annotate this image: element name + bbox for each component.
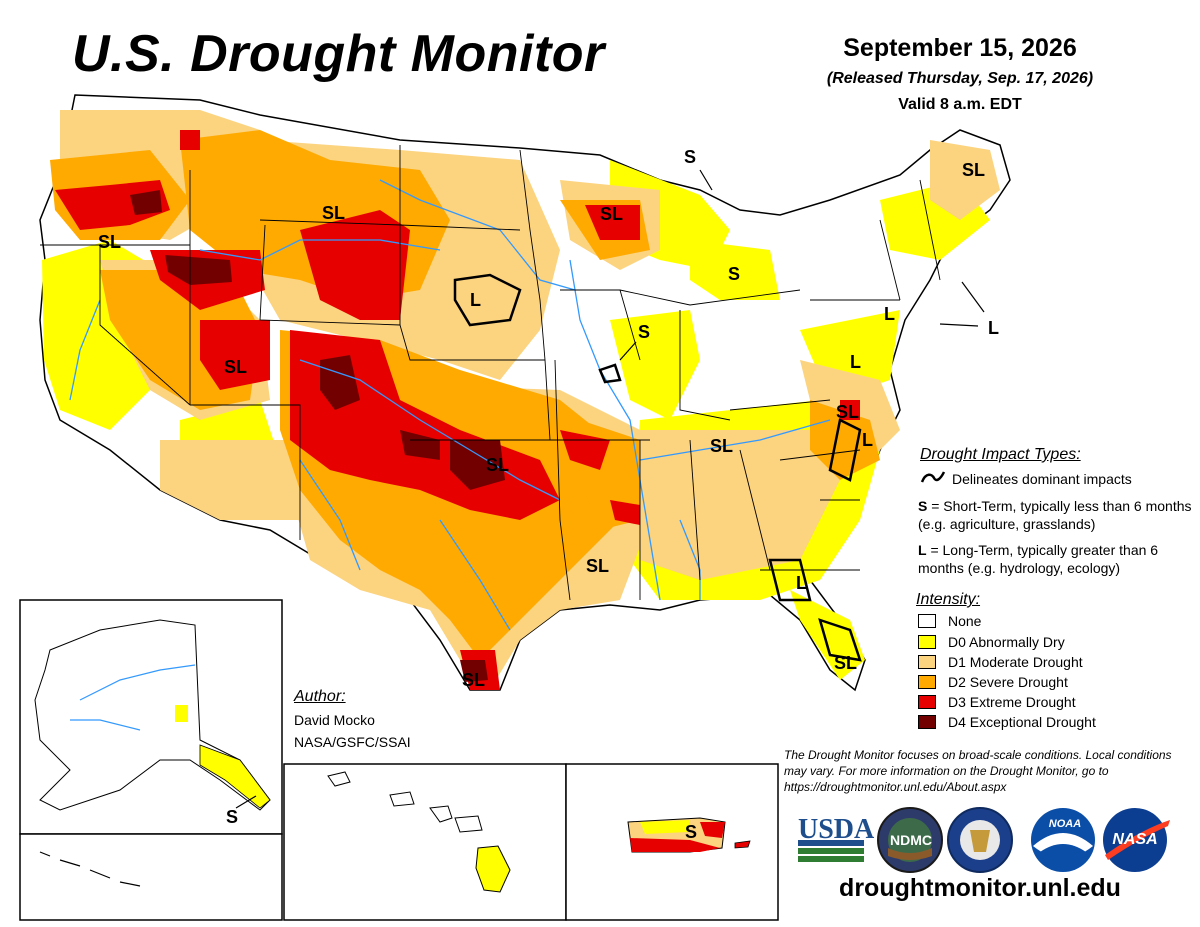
map-label: L <box>884 304 895 324</box>
map-label: S <box>638 322 650 342</box>
legend-label: D2 Severe Drought <box>948 674 1068 690</box>
pr-d3-east <box>700 822 725 838</box>
map-title: U.S. Drought Monitor <box>72 25 605 83</box>
map-label: L <box>862 430 873 450</box>
impact-s-key: S <box>918 498 928 514</box>
legend-item-d0: D0 Abnormally Dry <box>918 634 1065 650</box>
d4-areas <box>130 190 505 682</box>
map-label: SL <box>962 160 985 180</box>
usda-logo <box>798 840 864 862</box>
disclaimer-note: The Drought Monitor focuses on broad-sca… <box>784 748 1172 794</box>
map-label: S <box>685 822 697 842</box>
alaska-d0 <box>199 744 271 809</box>
legend-label: D1 Moderate Drought <box>948 654 1083 670</box>
ndmc-logo <box>877 807 943 873</box>
aleutians <box>39 851 141 887</box>
commerce-logo <box>947 807 1013 873</box>
author-org: NASA/GSFC/SSAI <box>294 734 411 750</box>
map-label: SL <box>586 556 609 576</box>
label-leader-lines <box>235 169 985 809</box>
valid-time: Valid 8 a.m. EDT <box>898 96 1022 113</box>
legend-swatch <box>918 655 936 669</box>
map-label: SL <box>710 436 733 456</box>
map-date: September 15, 2026 <box>843 34 1077 62</box>
aleutian-inset <box>19 833 283 921</box>
legend-item-d2: D2 Severe Drought <box>918 674 1068 690</box>
legend-item-none: None <box>918 613 981 629</box>
impact-long-term: L = Long-Term, typically greater than 6 … <box>918 541 1198 577</box>
state-borders <box>40 145 941 601</box>
map-label: S <box>226 807 238 827</box>
legend-swatch <box>918 675 936 689</box>
map-label: L <box>796 573 807 593</box>
website-link[interactable]: droughtmonitor.unl.edu <box>839 874 1121 902</box>
rivers <box>69 179 831 631</box>
usda-logo-text: USDA <box>798 814 875 845</box>
legend-label: D0 Abnormally Dry <box>948 634 1065 650</box>
noaa-logo-text: NOAA <box>1048 818 1082 830</box>
impact-boundaries <box>453 273 862 662</box>
legend-swatch <box>918 715 936 729</box>
pr-vieques <box>734 840 751 849</box>
map-label: S <box>684 147 696 167</box>
map-label: SL <box>486 455 509 475</box>
map-label: SL <box>836 402 859 422</box>
map-label: L <box>850 352 861 372</box>
map-label: S <box>728 264 740 284</box>
legend-swatch <box>918 614 936 628</box>
intensity-title: Intensity: <box>916 591 981 608</box>
map-label: SL <box>98 232 121 252</box>
map-label: SL <box>224 357 247 377</box>
alaska-d0-south <box>175 705 188 722</box>
legend-label: None <box>948 613 982 629</box>
alaska-rivers <box>70 664 196 731</box>
pr-d0 <box>640 820 690 834</box>
pr-d3 <box>630 838 720 852</box>
map-impact-labels: SL SL SL SL SL SL SL SL SL SL SL S S S S… <box>98 147 999 842</box>
impact-types-title: Drought Impact Types: <box>920 446 1081 463</box>
author-name: David Mocko <box>294 712 375 728</box>
nasa-logo-text: NASA <box>1112 831 1158 848</box>
nasa-logo <box>1103 808 1170 872</box>
legend-item-d3: D3 Extreme Drought <box>918 694 1076 710</box>
impact-s-text: = Short-Term, typically less than 6 mont… <box>918 498 1192 532</box>
legend-item-d1: D1 Moderate Drought <box>918 654 1083 670</box>
legend-item-d4: D4 Exceptional Drought <box>918 714 1096 730</box>
map-label: SL <box>462 670 485 690</box>
map-label: L <box>988 318 999 338</box>
author-label: Author: <box>294 688 346 705</box>
map-label: SL <box>834 653 857 673</box>
legend-label: D3 Extreme Drought <box>948 694 1076 710</box>
impact-line-symbol <box>920 471 946 483</box>
impact-l-text: = Long-Term, typically greater than 6 mo… <box>918 542 1159 576</box>
legend-swatch <box>918 635 936 649</box>
legend-swatch <box>918 695 936 709</box>
impact-l-key: L <box>918 542 927 558</box>
release-date: (Released Thursday, Sep. 17, 2026) <box>826 70 1094 87</box>
impact-short-term: S = Short-Term, typically less than 6 mo… <box>918 497 1198 533</box>
map-label: SL <box>600 204 623 224</box>
hawaii-inset <box>283 763 567 921</box>
noaa-logo <box>1031 808 1095 872</box>
ndmc-logo-text: NDMC <box>890 832 932 848</box>
impact-line-description: Delineates dominant impacts <box>952 471 1132 487</box>
hawaii-islands <box>327 771 511 893</box>
map-label: L <box>470 290 481 310</box>
legend-label: D4 Exceptional Drought <box>948 714 1096 730</box>
map-label: SL <box>322 203 345 223</box>
